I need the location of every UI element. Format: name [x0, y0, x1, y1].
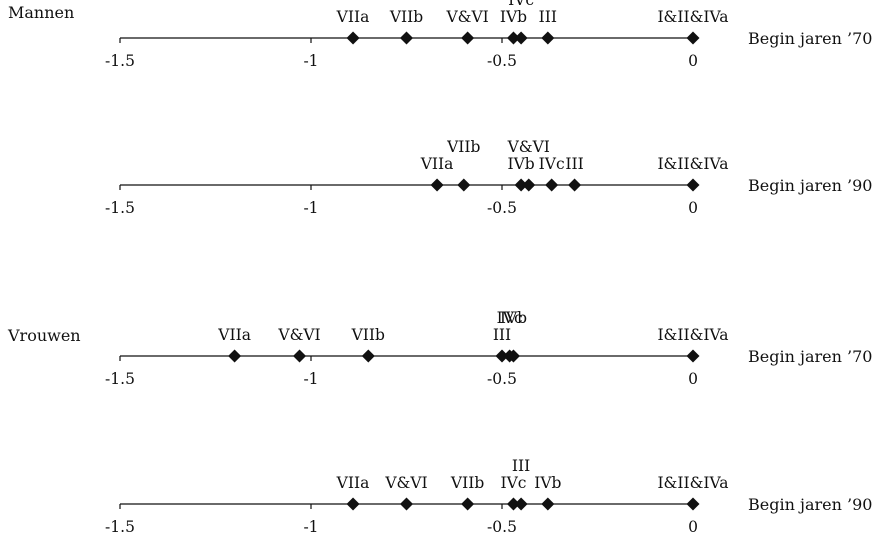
data-point-marker — [461, 497, 475, 511]
tick-label: -0.5 — [487, 518, 517, 536]
data-point-marker — [514, 178, 528, 192]
data-point-label: IVb — [507, 155, 534, 173]
data-point-label: IVc — [508, 0, 534, 9]
data-point-label: VIIa — [336, 474, 370, 492]
tick-label: -0.5 — [487, 199, 517, 217]
tick-label: 0 — [688, 199, 698, 217]
tick-label: -1 — [303, 370, 318, 388]
data-point-label: IVc — [539, 155, 565, 173]
data-point-label: VIIb — [450, 474, 484, 492]
data-point-label: III — [493, 326, 511, 344]
data-point-label: I&II&IVa — [657, 8, 728, 26]
data-point-marker — [514, 497, 528, 511]
data-point-marker — [545, 178, 559, 192]
data-point-label: VIIa — [336, 8, 370, 26]
data-point-label: V&VI — [445, 8, 488, 26]
data-point-label: V&VI — [507, 138, 550, 156]
data-point-label: IVb — [500, 309, 527, 327]
data-point-marker — [541, 497, 555, 511]
data-point-marker — [686, 497, 700, 511]
data-point-label: VIIb — [351, 326, 385, 344]
period-label: Begin jaren ’70 — [748, 347, 872, 366]
data-point-label: I&II&IVa — [657, 326, 728, 344]
data-point-label: I&II&IVa — [657, 474, 728, 492]
data-point-label: IVc — [497, 309, 523, 327]
data-point-label: IVb — [534, 474, 561, 492]
data-point-label: VIIb — [446, 138, 480, 156]
data-point-marker — [346, 31, 360, 45]
group-label: Mannen — [8, 3, 74, 22]
data-point-marker — [506, 349, 520, 363]
data-point-marker — [506, 31, 520, 45]
data-point-marker — [495, 349, 509, 363]
tick-label: -0.5 — [487, 52, 517, 70]
data-point-marker — [686, 349, 700, 363]
data-point-marker — [400, 31, 413, 45]
tick-label: -1 — [303, 518, 318, 536]
tick-label: 0 — [688, 518, 698, 536]
data-point-label: III — [565, 155, 583, 173]
tick-label: -1 — [303, 199, 318, 217]
data-point-marker — [522, 178, 536, 192]
data-point-marker — [541, 31, 555, 45]
data-point-marker — [430, 178, 444, 192]
data-point-label: VIIb — [389, 8, 423, 26]
data-point-label: I&II&IVa — [657, 155, 728, 173]
data-point-marker — [686, 178, 700, 192]
data-point-marker — [686, 31, 700, 45]
tick-label: -0.5 — [487, 370, 517, 388]
tick-label: -1 — [303, 52, 318, 70]
tick-label: 0 — [688, 52, 698, 70]
data-point-marker — [361, 349, 375, 363]
period-label: Begin jaren ’90 — [748, 176, 872, 195]
data-point-marker — [506, 497, 520, 511]
tick-label: -1.5 — [105, 518, 135, 536]
data-point-marker — [400, 497, 413, 511]
data-point-marker — [293, 349, 307, 363]
period-label: Begin jaren ’70 — [748, 29, 872, 48]
data-point-label: VIIa — [420, 155, 454, 173]
data-point-marker — [514, 31, 528, 45]
tick-label: -1.5 — [105, 370, 135, 388]
data-point-label: VIIa — [217, 326, 251, 344]
data-point-label: V&VI — [384, 474, 427, 492]
data-point-label: III — [512, 457, 530, 475]
data-point-label: IVc — [500, 474, 526, 492]
group-label: Vrouwen — [7, 326, 81, 345]
data-point-marker — [568, 178, 582, 192]
data-point-marker — [228, 349, 242, 363]
data-point-marker — [346, 497, 360, 511]
tick-label: -1.5 — [105, 199, 135, 217]
data-point-label: V&VI — [277, 326, 320, 344]
data-point-marker — [461, 31, 475, 45]
data-point-marker — [457, 178, 471, 192]
data-point-label: III — [539, 8, 557, 26]
tick-label: 0 — [688, 370, 698, 388]
period-label: Begin jaren ’90 — [748, 495, 872, 514]
data-point-label: IVb — [500, 8, 527, 26]
tick-label: -1.5 — [105, 52, 135, 70]
